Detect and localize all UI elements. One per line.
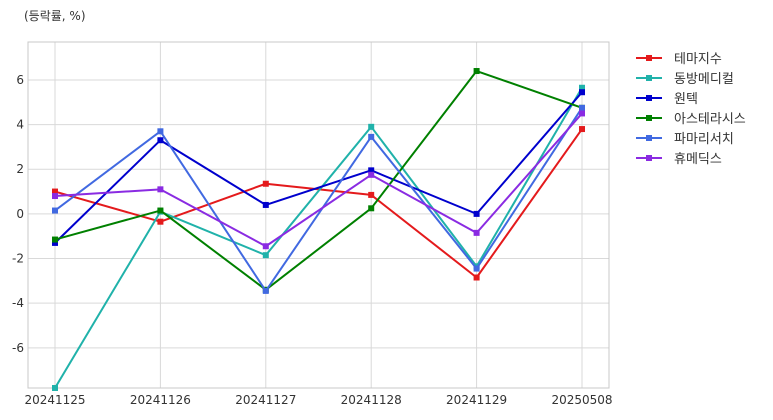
- data-point: [262, 287, 269, 294]
- data-point: [368, 191, 375, 198]
- x-tick-label: 20241126: [130, 393, 191, 407]
- legend-item: 동방메디컬: [636, 72, 734, 87]
- data-point: [579, 84, 585, 91]
- data-point: [579, 89, 585, 96]
- y-tick-label: 2: [16, 162, 24, 176]
- series-line: [54, 128, 583, 279]
- data-point: [157, 128, 164, 135]
- series-layer: [52, 68, 585, 391]
- data-point: [157, 218, 164, 225]
- data-point: [52, 188, 58, 195]
- legend-label: 동방메디컬: [674, 72, 734, 87]
- data-point: [579, 126, 585, 133]
- data-point: [262, 252, 269, 259]
- y-tick-label: -4: [12, 296, 24, 310]
- data-point: [262, 180, 269, 187]
- data-point: [368, 123, 375, 130]
- data-point: [157, 186, 164, 193]
- series-line: [54, 87, 583, 389]
- legend-label: 테마지수: [674, 52, 722, 67]
- legend-item: 테마지수: [636, 52, 722, 67]
- legend-label: 파마리서치: [674, 132, 734, 147]
- data-point: [473, 274, 480, 281]
- plot-frame: [27, 41, 610, 389]
- y-tick-label: -6: [12, 341, 24, 355]
- unit-label: (등락률, %): [24, 9, 86, 23]
- data-point: [262, 243, 269, 250]
- data-point: [368, 133, 375, 140]
- data-point: [157, 137, 164, 144]
- x-tick-label: 20241129: [446, 393, 507, 407]
- y-tick-label: 0: [16, 207, 24, 221]
- x-axis-ticks: 20241125 20241126 20241127 20241128 20241129…: [24, 393, 612, 407]
- data-point: [473, 265, 480, 272]
- series-5: [52, 110, 585, 250]
- data-point: [368, 167, 375, 174]
- y-axis-ticks: -6 -4 -2 0 2 4 6: [12, 73, 24, 355]
- legend-label: 원텍: [674, 92, 698, 107]
- legend-item: 휴메딕스: [636, 152, 722, 167]
- series-line: [54, 107, 583, 292]
- legend-item: 원텍: [636, 92, 698, 107]
- legend-swatch-marker: [646, 55, 652, 61]
- legend-swatch-marker: [646, 155, 652, 161]
- x-tick-label: 20250508: [551, 393, 612, 407]
- data-point: [157, 207, 164, 214]
- legend-swatch-marker: [646, 115, 652, 121]
- series-4: [52, 104, 585, 294]
- data-point: [52, 239, 58, 246]
- legend-swatch-marker: [646, 135, 652, 141]
- data-point: [473, 210, 480, 217]
- x-tick-label: 20241127: [235, 393, 296, 407]
- y-tick-label: 6: [16, 73, 24, 87]
- data-point: [52, 236, 58, 243]
- legend-item: 아스테라시스: [636, 112, 746, 127]
- data-point: [52, 207, 58, 214]
- data-point: [473, 68, 480, 75]
- data-point: [368, 205, 375, 212]
- legend-label: 휴메딕스: [674, 152, 722, 167]
- series-line: [54, 112, 583, 248]
- data-point: [52, 193, 58, 200]
- y-tick-label: -2: [12, 252, 24, 266]
- data-point: [473, 229, 480, 236]
- data-point: [368, 171, 375, 178]
- series-line: [54, 70, 583, 291]
- legend-label: 아스테라시스: [674, 112, 746, 127]
- grid: [28, 42, 609, 388]
- data-point: [262, 201, 269, 208]
- data-point: [579, 110, 585, 117]
- x-tick-label: 20241125: [24, 393, 85, 407]
- series-line: [54, 91, 583, 244]
- y-tick-label: 4: [16, 118, 24, 132]
- series-2: [52, 89, 585, 246]
- x-tick-label: 20241128: [341, 393, 402, 407]
- data-point: [579, 104, 585, 111]
- legend-swatch-marker: [646, 75, 652, 81]
- series-0: [52, 126, 585, 281]
- legend-item: 파마리서치: [636, 132, 734, 147]
- legend-swatch-marker: [646, 95, 652, 101]
- data-point: [52, 385, 58, 391]
